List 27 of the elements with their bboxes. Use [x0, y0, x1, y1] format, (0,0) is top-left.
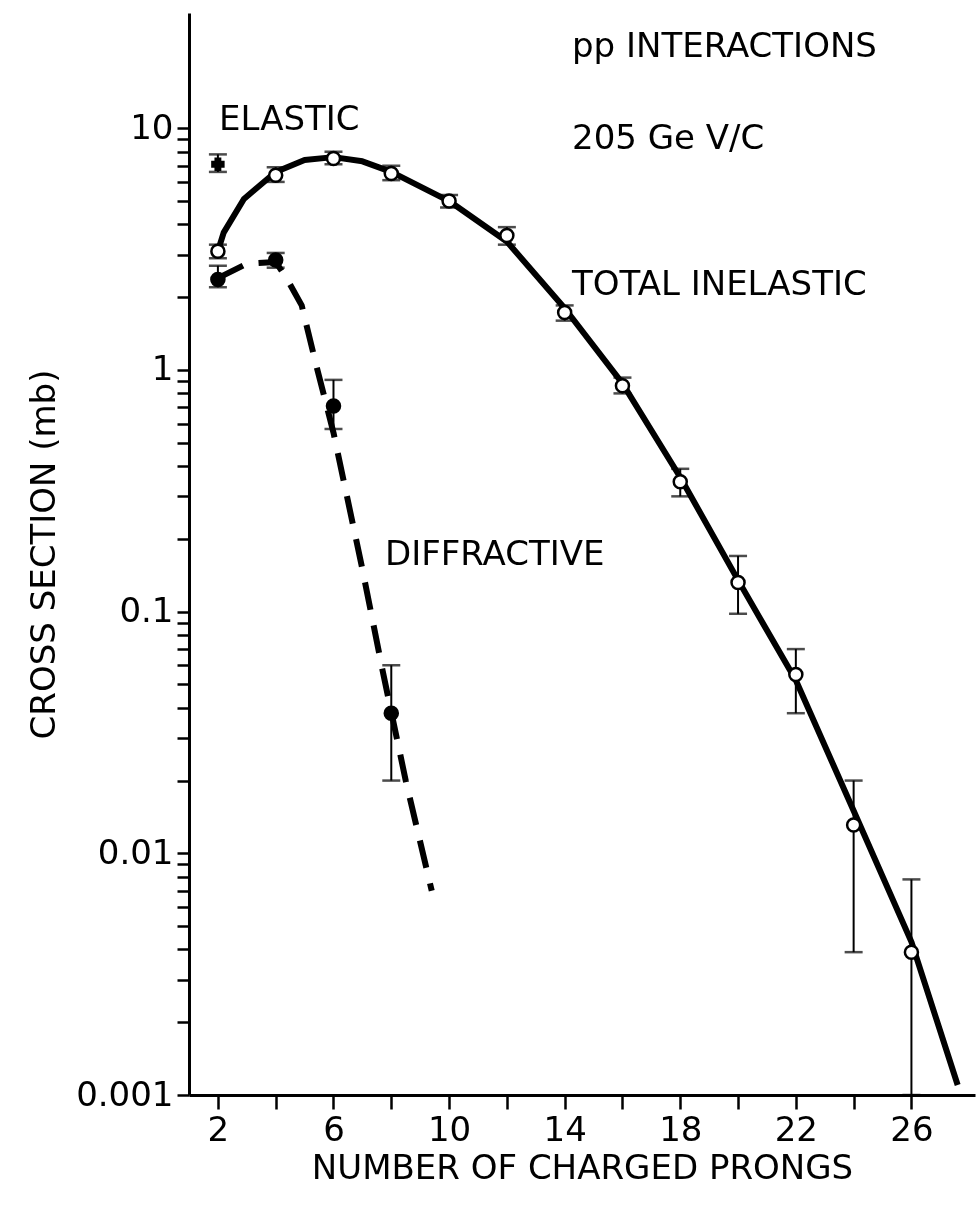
y-axis-title: CROSS SECTION (mb): [23, 369, 64, 740]
y-tick-label: 10: [130, 106, 174, 147]
x-tick-label: 6: [323, 1108, 345, 1149]
x-axis-title: NUMBER OF CHARGED PRONGS: [311, 1146, 854, 1187]
point: [383, 705, 400, 721]
x-tick-label: 26: [890, 1108, 934, 1149]
point: [730, 574, 746, 591]
annotation: TOTAL INELASTIC: [571, 263, 867, 303]
x-tick-label: 14: [543, 1108, 587, 1149]
x-tick-label: 10: [427, 1108, 472, 1149]
y-tick-label: 0.001: [76, 1073, 174, 1114]
point: [672, 473, 689, 490]
y-tick-label: 1: [151, 348, 174, 389]
x-tick-label: 18: [659, 1108, 703, 1149]
point: [325, 398, 342, 414]
annotation: 205 Ge V/C: [572, 117, 765, 157]
y-tick-label: 0.1: [119, 590, 174, 631]
annotation: DIFFRACTIVE: [385, 533, 605, 573]
point: [903, 944, 920, 960]
x-tick-label: 22: [774, 1108, 818, 1149]
x-tick-label: 2: [207, 1108, 230, 1149]
annotation: pp INTERACTIONS: [572, 25, 877, 65]
point: [210, 271, 226, 288]
annotation: ELASTIC: [219, 98, 360, 138]
y-tick-label: 0.01: [97, 831, 174, 872]
point: [211, 157, 225, 171]
point: [788, 666, 804, 683]
